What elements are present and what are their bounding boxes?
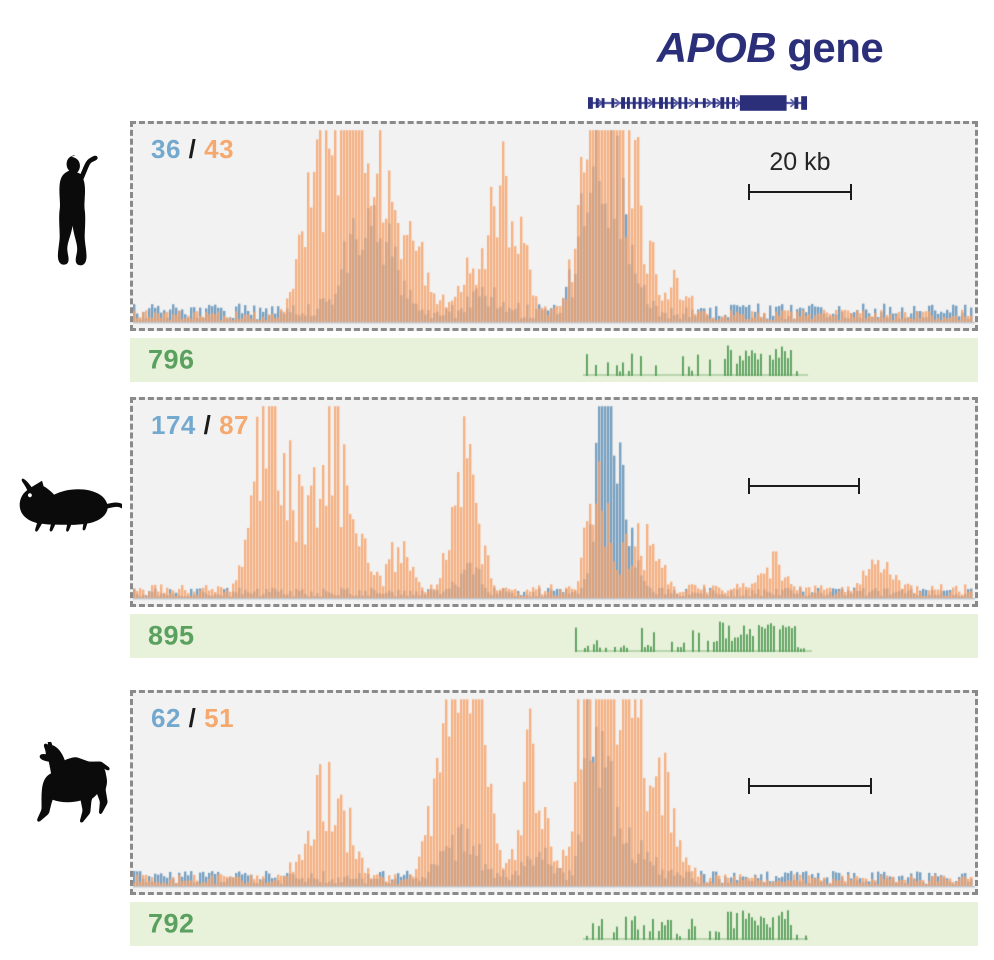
gene-exon-5 xyxy=(626,97,630,109)
gene-exon-9 xyxy=(652,98,656,108)
count-separator-dog: / xyxy=(188,703,197,733)
conservation-count-human: 796 xyxy=(148,344,195,375)
gene-strand-arrow-5 xyxy=(706,98,713,108)
gene-exon-13 xyxy=(678,97,682,109)
scale-bar-rule-human xyxy=(748,184,852,200)
gene-exon-19 xyxy=(726,97,730,109)
gene-exon-21 xyxy=(739,95,787,111)
scale-bar-mouse xyxy=(748,478,860,494)
scale-bar-rule-dog xyxy=(748,778,872,794)
gene-exon-4 xyxy=(621,97,625,109)
gene-exon-17 xyxy=(712,98,716,108)
conservation-track-dog xyxy=(130,902,978,946)
conservation-count-dog: 792 xyxy=(148,908,195,939)
conservation-track-mouse xyxy=(130,614,978,658)
gene-strand-arrow-1 xyxy=(614,98,621,108)
gene-strand-arrow-3 xyxy=(673,98,680,108)
peak-counts-dog: 62 / 51 xyxy=(151,703,234,734)
gene-symbol: APOB xyxy=(656,24,777,71)
scale-bar-rule-mouse xyxy=(748,478,860,494)
gene-exon-6 xyxy=(632,97,636,109)
gene-exon-3 xyxy=(611,98,615,108)
gene-exon-7 xyxy=(638,97,642,109)
blue-peak-count-dog: 62 xyxy=(151,703,181,733)
signal-panel-mouse[interactable]: 174 / 87 xyxy=(130,397,978,607)
gene-model-diagram xyxy=(588,90,808,116)
gene-exon-23 xyxy=(801,96,808,110)
orange-peak-count-dog: 51 xyxy=(204,703,235,733)
peak-counts-mouse: 174 / 87 xyxy=(151,410,249,441)
conservation-count-mouse: 895 xyxy=(148,620,195,651)
scale-bar-label: 20 kb xyxy=(769,148,831,176)
gene-exon-2 xyxy=(601,98,605,108)
gene-exon-12 xyxy=(670,97,674,109)
gene-exon-20 xyxy=(732,97,735,109)
scale-bar-human: 20 kb xyxy=(748,150,852,200)
gene-exon-1 xyxy=(595,98,599,108)
gene-model-svg xyxy=(588,95,808,111)
scale-bar-line xyxy=(748,191,852,193)
gene-exon-14 xyxy=(684,97,688,109)
signal-panel-dog[interactable]: 62 / 51 xyxy=(130,690,978,895)
orange-peak-count-mouse: 87 xyxy=(219,410,250,440)
species-icon-mouse xyxy=(14,462,126,558)
gene-exon-8 xyxy=(644,97,648,109)
blue-peak-count-human: 36 xyxy=(151,134,181,164)
blue-peak-count-mouse: 174 xyxy=(151,410,196,440)
signal-track-mouse xyxy=(133,400,975,604)
count-separator-mouse: / xyxy=(203,410,212,440)
scale-bar-dog xyxy=(748,778,872,794)
gene-exon-18 xyxy=(720,97,725,109)
signal-track-dog xyxy=(133,693,975,892)
gene-exon-16 xyxy=(702,98,706,108)
orange-peak-count-human: 43 xyxy=(204,134,235,164)
wolf-silhouette-icon xyxy=(37,742,110,823)
conservation-panel-dog[interactable]: 792 xyxy=(130,902,978,946)
scale-bar-line xyxy=(748,485,860,487)
gene-exon-22 xyxy=(794,97,799,109)
scale-bar-cap-right xyxy=(870,778,872,794)
gene-title-suffix: gene xyxy=(787,24,884,71)
human-silhouette-icon xyxy=(57,155,98,266)
page-title: APOB gene xyxy=(560,24,980,71)
count-separator-human: / xyxy=(188,134,197,164)
scale-bar-cap-right xyxy=(850,184,852,200)
conservation-panel-human[interactable]: 796 xyxy=(130,338,978,382)
gene-exon-11 xyxy=(664,97,668,109)
species-icon-dog xyxy=(14,742,126,834)
signal-panel-human[interactable]: 36 / 43 xyxy=(130,121,978,331)
species-icon-human xyxy=(14,152,126,282)
gene-exon-15 xyxy=(695,98,698,108)
signal-track-human xyxy=(133,124,975,328)
gene-strand-arrow-4 xyxy=(688,98,695,108)
conservation-panel-mouse[interactable]: 895 xyxy=(130,614,978,658)
scale-bar-cap-right xyxy=(858,478,860,494)
gene-exon-10 xyxy=(659,97,663,109)
peak-counts-human: 36 / 43 xyxy=(151,134,234,165)
scale-bar-line xyxy=(748,785,872,787)
mouse-silhouette-icon xyxy=(19,478,122,532)
conservation-track-human xyxy=(130,338,978,382)
gene-exon-0 xyxy=(588,97,593,109)
